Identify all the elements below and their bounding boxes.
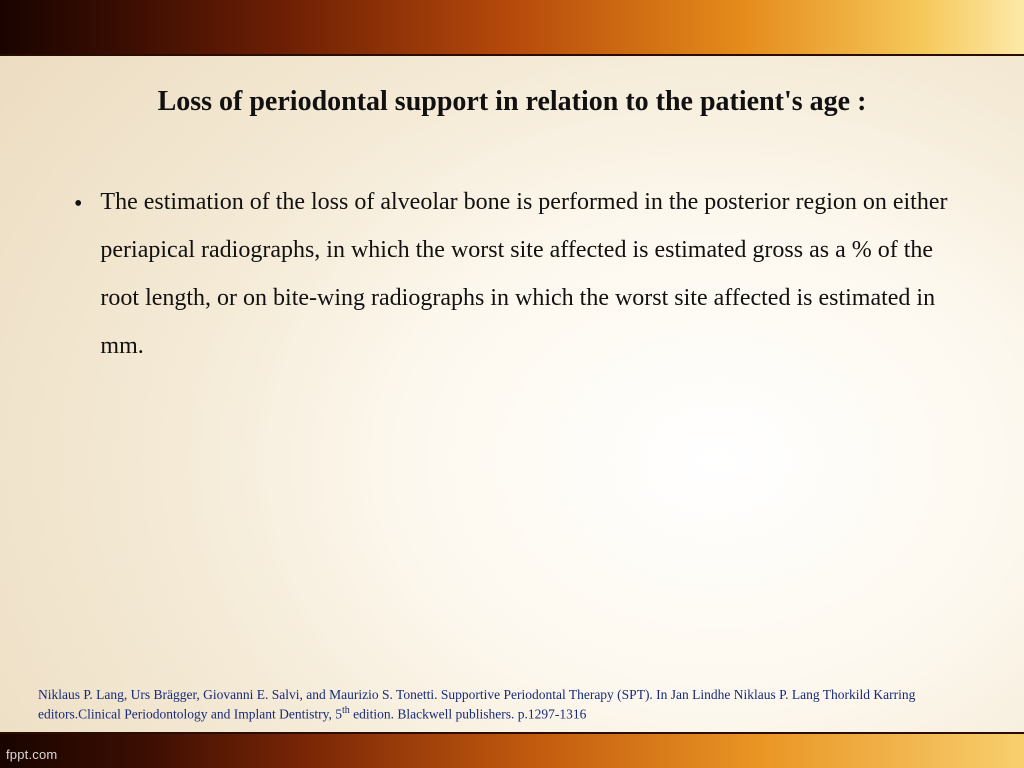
bullet-item: • The estimation of the loss of alveolar… <box>74 178 950 370</box>
top-gradient-bar <box>0 0 1024 56</box>
slide-title: Loss of periodontal support in relation … <box>0 86 1024 118</box>
bottom-gradient-bar <box>0 732 1024 768</box>
bullet-text: The estimation of the loss of alveolar b… <box>100 178 950 370</box>
citation-superscript: th <box>342 705 350 716</box>
citation-text: Niklaus P. Lang, Urs Brägger, Giovanni E… <box>38 686 986 724</box>
slide-body: • The estimation of the loss of alveolar… <box>74 178 950 370</box>
watermark: fppt.com <box>6 747 57 762</box>
citation-post: edition. Blackwell publishers. p.1297-13… <box>350 707 587 722</box>
bullet-marker: • <box>74 178 82 370</box>
slide: Loss of periodontal support in relation … <box>0 0 1024 768</box>
